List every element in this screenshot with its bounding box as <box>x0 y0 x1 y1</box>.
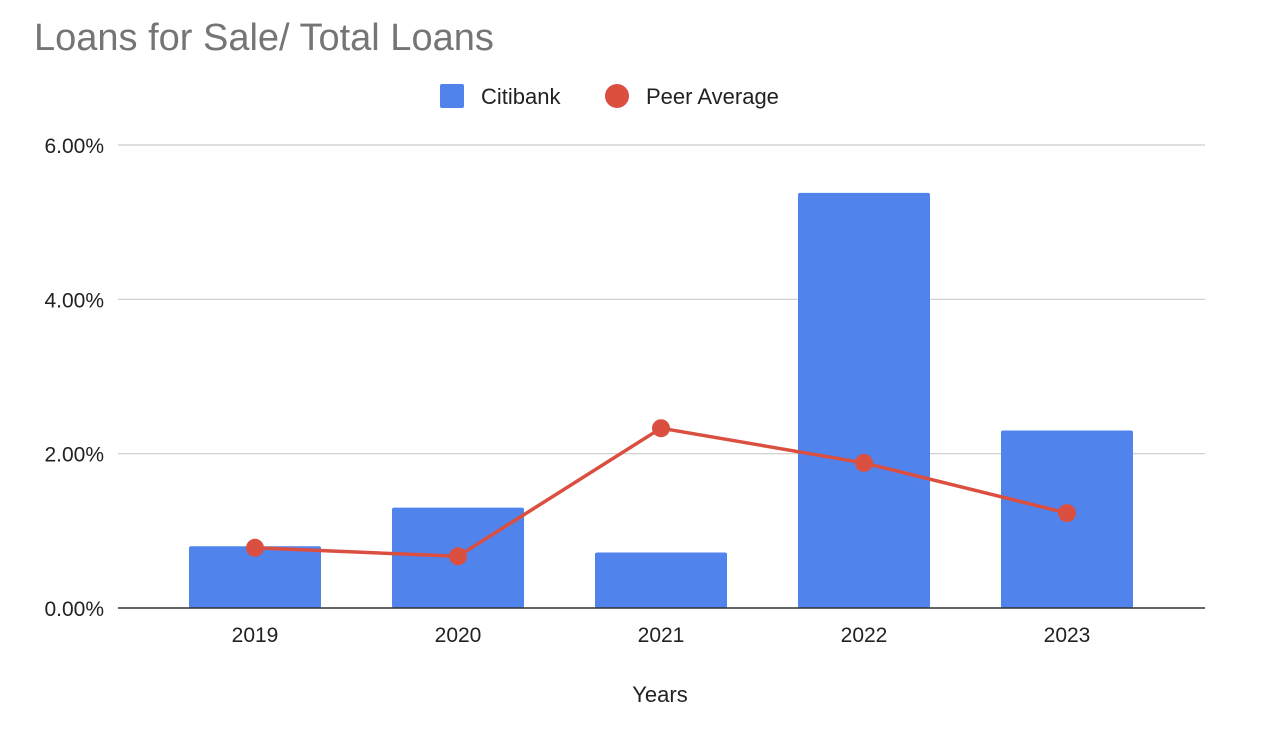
legend-label-peer-average: Peer Average <box>646 84 779 109</box>
legend-swatch-citibank <box>440 84 464 108</box>
bar-citibank <box>595 552 727 608</box>
x-tick-label: 2023 <box>1044 624 1091 647</box>
gridlines <box>118 144 1205 455</box>
y-tick-label: 4.00% <box>44 289 104 312</box>
line-peer-average <box>254 426 1068 559</box>
x-tick-label: 2022 <box>841 624 888 647</box>
series-peer-average <box>246 419 1076 566</box>
x-tick-label: 2019 <box>232 624 279 647</box>
x-tick-label: 2021 <box>638 624 685 647</box>
legend: Citibank Peer Average <box>440 84 779 109</box>
point-peer-average <box>246 538 264 557</box>
legend-label-citibank: Citibank <box>481 84 561 109</box>
x-axis-ticks: 2019 2020 2021 2022 2023 <box>232 624 1091 647</box>
point-peer-average <box>652 419 670 438</box>
point-peer-average <box>449 547 467 566</box>
chart-title: Loans for Sale/ Total Loans <box>34 17 494 59</box>
bar-citibank <box>189 546 321 608</box>
y-tick-label: 2.00% <box>44 444 104 467</box>
bars-citibank <box>189 192 1133 609</box>
legend-marker-peer-average <box>605 84 629 108</box>
point-peer-average <box>1058 504 1076 523</box>
y-tick-label: 6.00% <box>44 135 104 158</box>
y-axis-ticks: 0.00% 2.00% 4.00% 6.00% <box>44 135 104 621</box>
y-tick-label: 0.00% <box>44 598 104 621</box>
bar-citibank <box>798 192 930 609</box>
x-axis-label: Years <box>632 682 687 707</box>
x-tick-label: 2020 <box>435 624 482 647</box>
point-peer-average <box>855 453 873 472</box>
